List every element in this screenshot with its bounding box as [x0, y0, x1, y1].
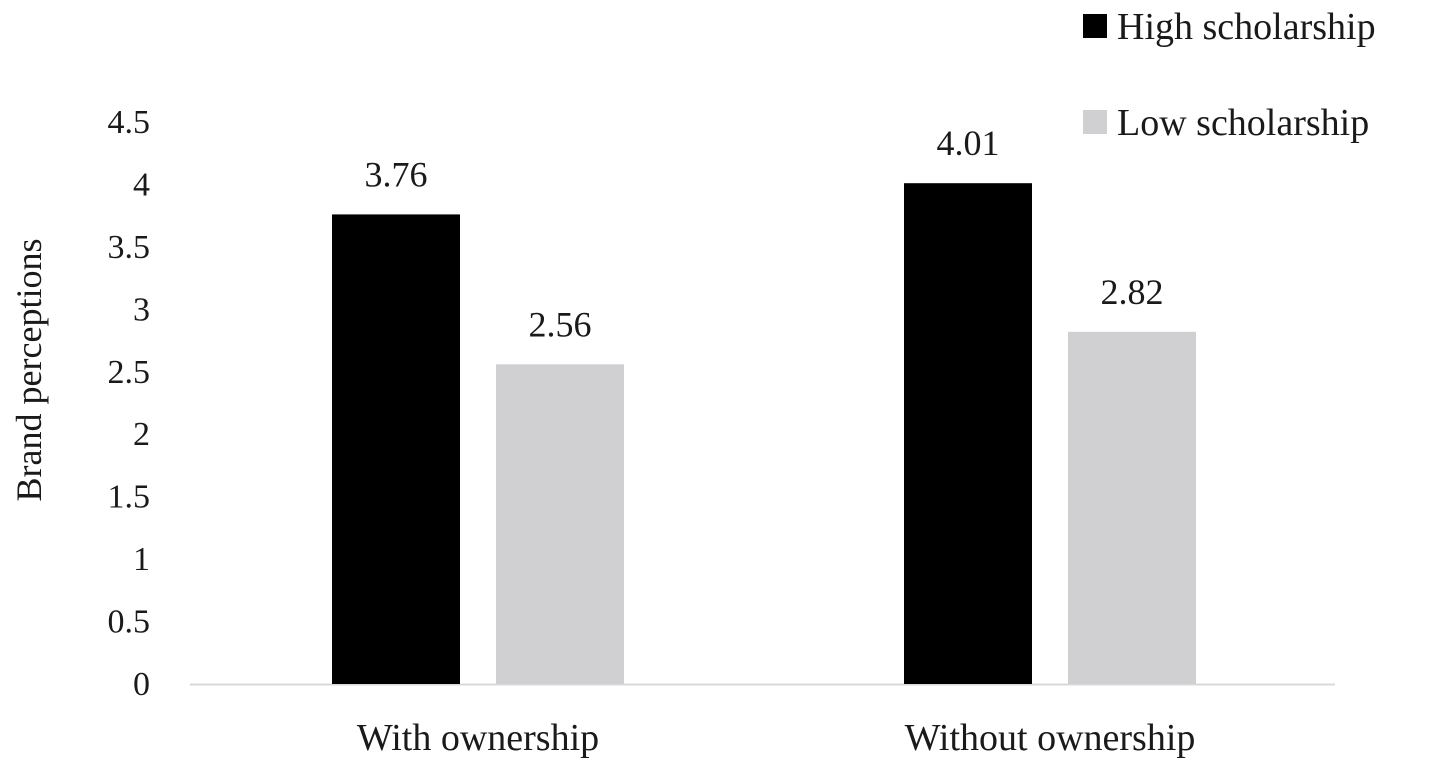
bar-value-label: 2.56 — [529, 304, 592, 344]
y-tick-label: 4.5 — [108, 104, 151, 141]
bar-low-scholarship-with-ownership — [496, 364, 624, 684]
y-tick-label: 0.5 — [108, 604, 151, 641]
bar-value-label: 3.76 — [365, 154, 428, 194]
y-axis-label: Brand perceptions — [9, 239, 49, 502]
data-labels-group: 3.76 4.01 2.56 2.82 — [365, 123, 1164, 344]
bar-value-label: 2.82 — [1101, 272, 1164, 312]
y-tick-label: 3.5 — [108, 229, 151, 266]
y-axis-ticks: 0 0.5 1 1.5 2 2.5 3 3.5 4 4.5 — [108, 104, 151, 703]
bars-group — [332, 183, 1196, 684]
legend-swatch — [1083, 110, 1107, 134]
y-tick-label: 3 — [133, 291, 150, 328]
y-tick-label: 1.5 — [108, 479, 151, 516]
legend-label: Low scholarship — [1117, 102, 1369, 144]
y-tick-label: 2 — [133, 416, 150, 453]
y-tick-label: 4 — [133, 166, 150, 203]
y-tick-label: 0 — [133, 666, 150, 703]
x-axis-ticks: With ownership Without ownership — [357, 717, 1196, 759]
bar-low-scholarship-without-ownership — [1068, 331, 1196, 684]
y-tick-label: 1 — [133, 541, 150, 578]
x-category-label: Without ownership — [905, 717, 1196, 759]
x-category-label: With ownership — [357, 717, 599, 759]
bar-value-label: 4.01 — [937, 123, 1000, 163]
bar-high-scholarship-with-ownership — [332, 214, 460, 684]
bar-high-scholarship-without-ownership — [904, 183, 1032, 684]
y-tick-label: 2.5 — [108, 354, 151, 391]
legend: High scholarship Low scholarship — [1083, 6, 1376, 144]
legend-label: High scholarship — [1117, 6, 1376, 48]
legend-swatch — [1083, 14, 1107, 38]
